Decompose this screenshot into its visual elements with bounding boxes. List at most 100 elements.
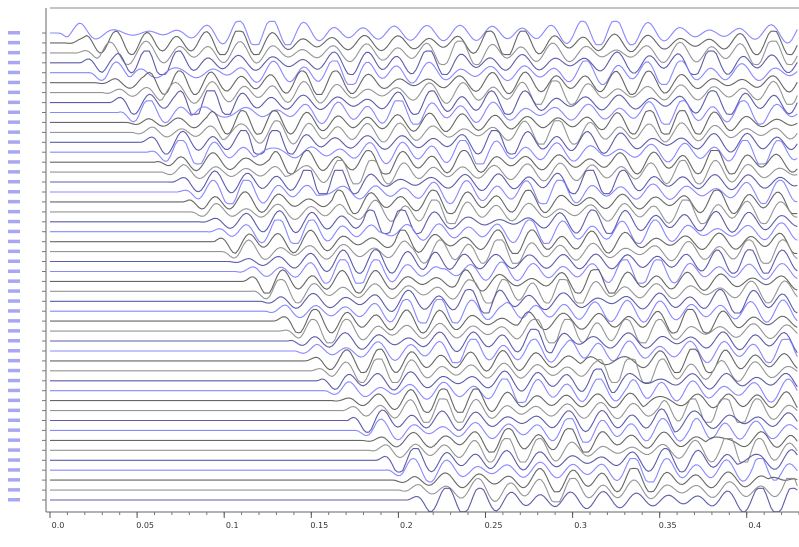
seismic-trace-5 — [50, 60, 798, 85]
seismic-trace-37 — [50, 378, 798, 403]
trace-label-mark — [8, 418, 20, 422]
trace-label-mark — [8, 110, 20, 114]
trace-label-mark — [8, 488, 20, 492]
x-tick-label-8: 0.4 — [748, 521, 761, 530]
seismic-trace-43 — [50, 438, 798, 463]
x-tick-label-2: 0.1 — [226, 521, 239, 530]
trace-label-mark — [8, 190, 20, 194]
seismic-trace-24 — [50, 249, 798, 274]
seismic-trace-33 — [50, 338, 798, 364]
seismic-trace-15 — [50, 159, 798, 185]
seismic-trace-25 — [50, 259, 798, 284]
seismic-trace-38 — [50, 388, 798, 413]
seismic-trace-23 — [50, 239, 798, 264]
trace-label-mark — [8, 170, 20, 174]
trace-label-mark — [8, 279, 20, 283]
trace-label-mark — [8, 478, 20, 482]
x-tick-label-6: 0.3 — [574, 521, 587, 530]
trace-label-mark — [8, 358, 20, 363]
trace-label-mark — [8, 309, 20, 313]
seismic-trace-22 — [50, 229, 798, 254]
trace-label-mark — [8, 349, 20, 353]
trace-label-mark — [8, 120, 20, 124]
seismic-trace-29 — [50, 298, 798, 324]
trace-label-mark — [8, 269, 20, 273]
seismic-trace-6 — [50, 70, 798, 95]
seismic-trace-8 — [50, 90, 798, 115]
seismic-trace-11 — [50, 120, 798, 145]
seismic-trace-3 — [50, 40, 798, 66]
seismic-trace-28 — [50, 289, 798, 314]
trace-label-mark — [8, 378, 20, 383]
seismic-trace-27 — [50, 279, 798, 304]
seismic-trace-39 — [50, 398, 798, 423]
seismic-trace-18 — [50, 189, 798, 215]
trace-label-mark — [8, 50, 20, 55]
seismic-trace-45 — [50, 457, 798, 483]
trace-label-mark — [8, 40, 20, 45]
x-tick-label-1: 0.05 — [136, 521, 154, 530]
trace-label-mark — [8, 388, 20, 393]
seismic-trace-21 — [50, 219, 798, 244]
trace-label-mark — [8, 31, 20, 35]
seismic-trace-36 — [50, 368, 798, 394]
x-tick-label-3: 0.15 — [310, 521, 328, 530]
seismic-trace-32 — [50, 328, 798, 354]
trace-label-mark — [8, 368, 20, 373]
seismic-trace-12 — [50, 130, 798, 155]
trace-label-mark — [8, 428, 20, 432]
trace-label-mark — [8, 229, 20, 234]
traces-layer — [50, 20, 798, 513]
seismic-trace-14 — [50, 149, 798, 175]
trace-label-mark — [8, 458, 20, 462]
trace-label-mark — [8, 289, 20, 293]
trace-label-mark — [8, 100, 20, 105]
x-tick-label-4: 0.2 — [400, 521, 413, 530]
x-tick-label-5: 0.25 — [485, 521, 503, 530]
seismic-trace-26 — [50, 269, 798, 294]
axes-layer: 0.0 0.05 0.1 0.15 0.2 0.25 0.3 0.35 0.4 — [8, 7, 799, 530]
seismic-trace-48 — [50, 487, 798, 513]
trace-label-mark — [8, 70, 20, 75]
trace-label-mark — [8, 249, 20, 254]
trace-label-mark — [8, 90, 20, 95]
trace-label-mark — [8, 219, 20, 224]
trace-label-mark — [8, 80, 20, 85]
seismic-trace-42 — [50, 428, 798, 453]
trace-label-mark — [8, 319, 20, 323]
trace-label-mark — [8, 259, 20, 263]
seismic-trace-9 — [50, 100, 798, 125]
seismic-trace-2 — [50, 30, 798, 56]
trace-label-mark — [8, 468, 20, 472]
trace-label-mark — [8, 160, 20, 164]
trace-label-mark — [8, 448, 20, 452]
seismic-trace-40 — [50, 408, 798, 433]
seismic-trace-4 — [50, 50, 798, 76]
trace-label-mark — [8, 60, 20, 65]
seismic-trace-41 — [50, 418, 798, 443]
seismic-trace-20 — [50, 209, 798, 235]
seismic-trace-16 — [50, 169, 798, 195]
trace-label-mark — [8, 498, 20, 502]
seismic-trace-1 — [50, 20, 798, 46]
x-tick-label-7: 0.35 — [659, 521, 677, 530]
seismic-trace-46 — [50, 467, 798, 493]
seismic-trace-34 — [50, 348, 798, 374]
trace-label-mark — [8, 398, 20, 403]
x-tick-label-0: 0.0 — [52, 521, 65, 530]
trace-label-mark — [8, 199, 20, 204]
seismic-trace-30 — [50, 308, 798, 334]
trace-label-mark — [8, 239, 20, 244]
seismic-trace-35 — [50, 358, 798, 384]
seismic-trace-7 — [50, 80, 798, 105]
seismic-trace-47 — [50, 477, 798, 503]
trace-label-mark — [8, 209, 20, 214]
trace-label-mark — [8, 339, 20, 343]
trace-label-mark — [8, 408, 20, 413]
trace-label-mark — [8, 438, 20, 442]
trace-label-mark — [8, 130, 20, 134]
seismic-trace-13 — [50, 139, 798, 165]
seismic-trace-10 — [50, 110, 798, 135]
